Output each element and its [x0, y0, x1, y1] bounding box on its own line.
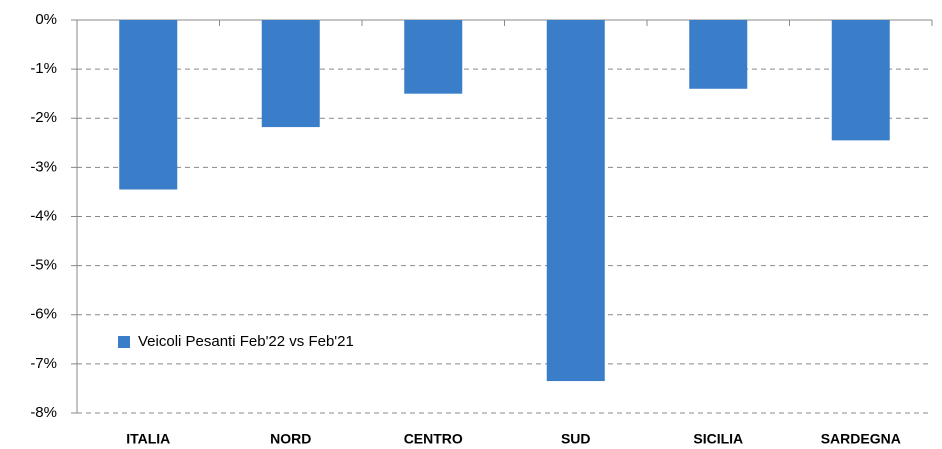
y-tick-label: -7%: [30, 355, 57, 372]
bar: [546, 20, 605, 382]
x-tick-label: ITALIA: [126, 431, 170, 447]
x-tick-label: NORD: [270, 431, 311, 447]
legend-swatch: [118, 336, 130, 348]
y-tick-label: -8%: [30, 404, 57, 421]
bar: [261, 20, 320, 128]
legend-label: Veicoli Pesanti Feb'22 vs Feb'21: [138, 333, 354, 350]
y-tick-label: 0%: [35, 11, 57, 28]
y-tick-label: -6%: [30, 306, 57, 323]
y-tick-label: -4%: [30, 207, 57, 224]
x-tick-label: CENTRO: [404, 431, 463, 447]
y-tick-label: -1%: [30, 60, 57, 77]
y-tick-label: -3%: [30, 158, 57, 175]
x-tick-label: SICILIA: [693, 431, 743, 447]
bar: [831, 20, 890, 141]
y-tick-label: -2%: [30, 109, 57, 126]
x-tick-label: SARDEGNA: [821, 431, 901, 447]
bar: [404, 20, 463, 94]
bar: [689, 20, 748, 89]
y-tick-label: -5%: [30, 257, 57, 274]
bar: [119, 20, 178, 190]
x-tick-label: SUD: [561, 431, 591, 447]
